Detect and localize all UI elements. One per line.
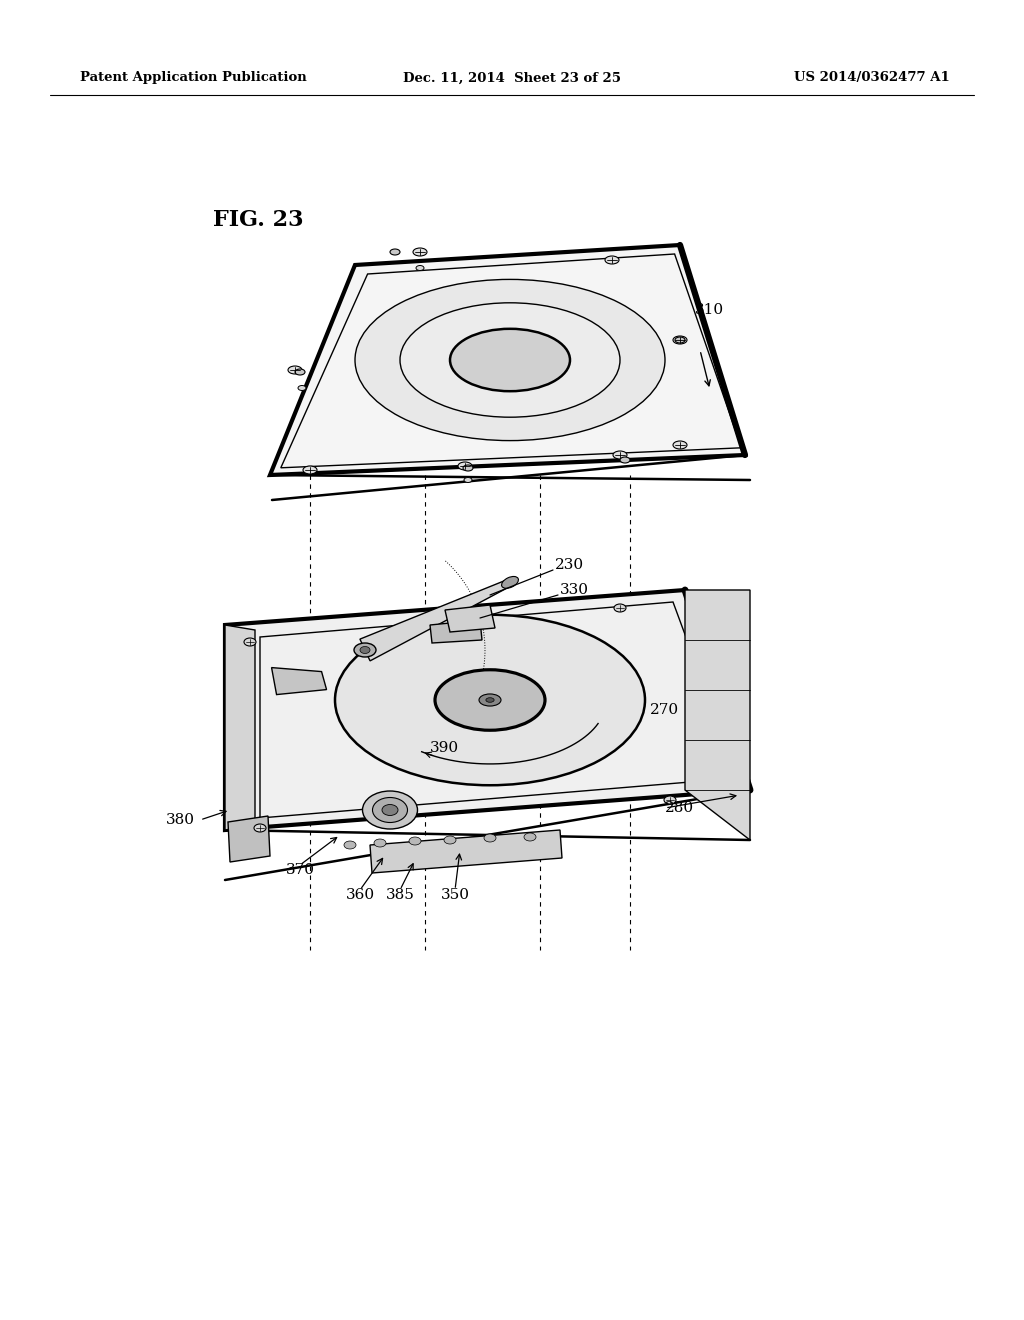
Ellipse shape [382, 804, 398, 816]
Ellipse shape [416, 265, 424, 271]
Ellipse shape [444, 836, 456, 843]
Ellipse shape [362, 791, 418, 829]
Ellipse shape [435, 669, 545, 730]
Ellipse shape [614, 605, 626, 612]
Ellipse shape [620, 457, 630, 463]
Text: 360: 360 [345, 888, 375, 902]
Ellipse shape [288, 366, 302, 374]
Ellipse shape [303, 466, 317, 474]
Text: 385: 385 [386, 888, 415, 902]
Polygon shape [225, 590, 750, 830]
Ellipse shape [244, 638, 256, 645]
Text: US 2014/0362477 A1: US 2014/0362477 A1 [795, 71, 950, 84]
Polygon shape [685, 590, 750, 840]
Text: Dec. 11, 2014  Sheet 23 of 25: Dec. 11, 2014 Sheet 23 of 25 [403, 71, 621, 84]
Ellipse shape [613, 451, 627, 459]
Polygon shape [359, 579, 512, 661]
Ellipse shape [458, 462, 472, 470]
Ellipse shape [354, 643, 376, 657]
Ellipse shape [484, 834, 496, 842]
Polygon shape [228, 816, 270, 862]
Polygon shape [270, 246, 745, 475]
Ellipse shape [673, 441, 687, 449]
Ellipse shape [298, 385, 306, 391]
Ellipse shape [360, 647, 370, 653]
Text: 270: 270 [650, 704, 679, 717]
Text: 370: 370 [286, 863, 314, 876]
Ellipse shape [479, 694, 501, 706]
Text: 230: 230 [555, 558, 584, 572]
Ellipse shape [450, 329, 570, 391]
Ellipse shape [373, 797, 408, 822]
Ellipse shape [502, 577, 518, 589]
Ellipse shape [254, 824, 266, 832]
Ellipse shape [413, 248, 427, 256]
Text: Patent Application Publication: Patent Application Publication [80, 71, 307, 84]
Polygon shape [430, 620, 482, 643]
Polygon shape [225, 624, 255, 830]
Ellipse shape [409, 837, 421, 845]
Ellipse shape [344, 841, 356, 849]
Ellipse shape [673, 337, 687, 345]
Text: 390: 390 [430, 741, 459, 755]
Ellipse shape [664, 796, 676, 804]
Ellipse shape [335, 615, 645, 785]
Ellipse shape [524, 833, 536, 841]
Text: FIG. 23: FIG. 23 [213, 209, 303, 231]
Ellipse shape [463, 465, 473, 471]
Ellipse shape [605, 256, 618, 264]
Text: 380: 380 [166, 813, 195, 828]
Ellipse shape [295, 370, 305, 375]
Polygon shape [271, 668, 327, 694]
Ellipse shape [464, 478, 472, 483]
Ellipse shape [675, 337, 685, 343]
Ellipse shape [355, 280, 665, 441]
Text: 310: 310 [695, 304, 724, 317]
Ellipse shape [390, 249, 400, 255]
Ellipse shape [485, 698, 495, 702]
Polygon shape [445, 605, 495, 632]
Text: 280: 280 [665, 801, 694, 814]
Text: 330: 330 [560, 583, 589, 597]
Ellipse shape [374, 840, 386, 847]
Ellipse shape [400, 302, 620, 417]
Polygon shape [370, 830, 562, 873]
Text: 350: 350 [440, 888, 469, 902]
